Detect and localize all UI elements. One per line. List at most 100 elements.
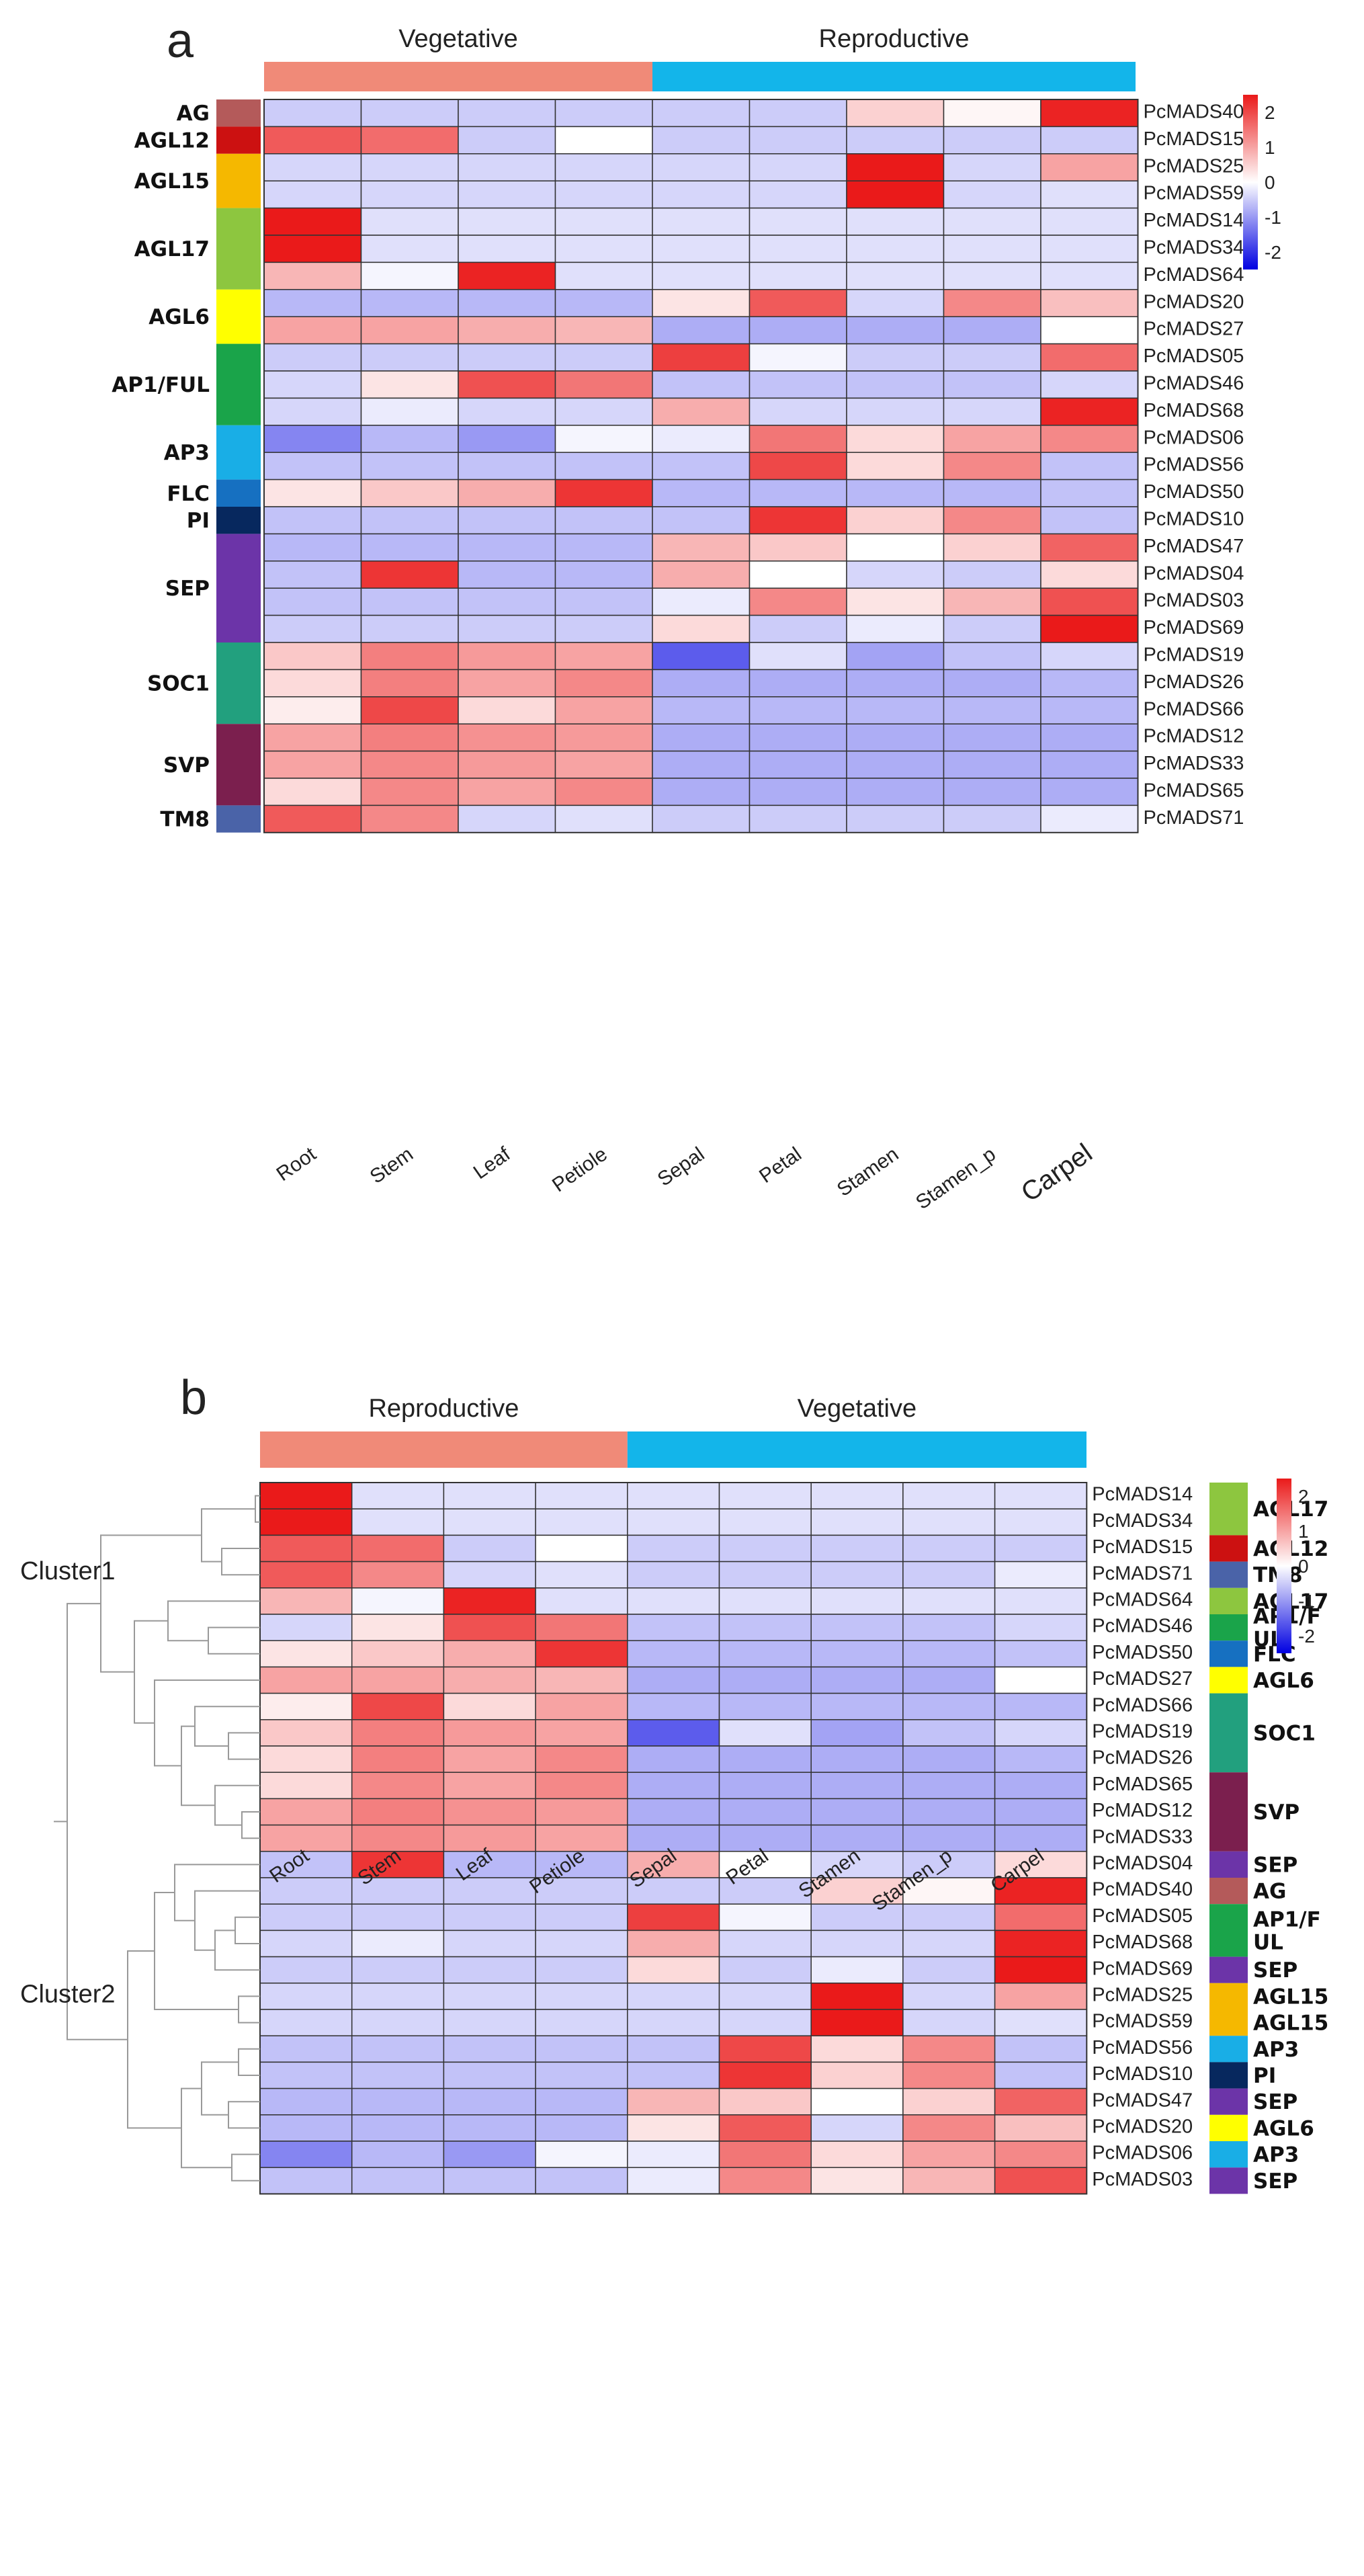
heatmap-cell xyxy=(443,2009,536,2036)
dendrogram-branch xyxy=(241,1811,260,1839)
heatmap-cell xyxy=(994,1903,1088,1931)
column-label: Stem xyxy=(366,1143,417,1188)
dendrogram-branch xyxy=(208,1626,260,1655)
row-label: PcMADS69 xyxy=(1144,617,1244,638)
heatmap-cell xyxy=(718,1772,812,1800)
row-label: PcMADS03 xyxy=(1144,590,1244,612)
row-label: PcMADS27 xyxy=(1144,319,1244,340)
dendrogram-branch xyxy=(194,1890,260,1951)
annotation-label: SVP xyxy=(163,753,210,778)
heatmap-cell xyxy=(718,1666,812,1694)
heatmap-cell xyxy=(846,560,945,589)
heatmap-cell xyxy=(1040,99,1139,128)
heatmap-cell xyxy=(535,1692,628,1720)
annotation-label: AGL6 xyxy=(148,305,210,329)
legend-colorbar xyxy=(1243,95,1258,269)
heatmap-border xyxy=(263,99,1139,833)
heatmap-cell xyxy=(718,1614,812,1641)
heatmap-cell xyxy=(943,750,1041,779)
heatmap-cell xyxy=(259,1983,353,2010)
heatmap-cell xyxy=(351,2009,445,2036)
row-label: PcMADS66 xyxy=(1144,698,1244,720)
heatmap-cell xyxy=(1040,452,1139,481)
heatmap-cell xyxy=(749,533,847,562)
heatmap-cell xyxy=(535,2061,628,2089)
heatmap-cell xyxy=(259,1772,353,1800)
row-label: PcMADS46 xyxy=(1144,372,1244,394)
dendrogram-branch xyxy=(154,1892,239,2010)
heatmap-cell xyxy=(554,669,653,698)
heatmap-cell xyxy=(554,397,653,426)
heatmap-cell xyxy=(443,1614,536,1641)
dendrogram-branch xyxy=(235,1916,260,1944)
heatmap-cell xyxy=(554,343,653,372)
heatmap-cell xyxy=(458,452,556,481)
heatmap-cell xyxy=(627,1719,720,1747)
heatmap-cell xyxy=(554,180,653,209)
heatmap-cell xyxy=(535,1534,628,1563)
heatmap-cell xyxy=(351,1692,445,1720)
heatmap-cell xyxy=(360,235,459,263)
heatmap-cell xyxy=(810,1534,904,1563)
heatmap-cell xyxy=(443,1745,536,1773)
heatmap-cell xyxy=(943,289,1041,317)
heatmap-cell xyxy=(443,2167,536,2195)
heatmap-cell xyxy=(259,2009,353,2036)
heatmap-cell xyxy=(846,126,945,155)
heatmap-cell xyxy=(458,723,556,752)
heatmap-cell xyxy=(351,2167,445,2195)
heatmap-cell xyxy=(652,397,751,426)
row-label: PcMADS06 xyxy=(1144,427,1244,448)
heatmap-cell xyxy=(1040,425,1139,453)
annotation-block xyxy=(1209,2036,1248,2063)
heatmap-cell xyxy=(749,153,847,181)
heatmap-cell xyxy=(718,1903,812,1931)
heatmap-cell xyxy=(458,126,556,155)
dendrogram-branch xyxy=(201,1508,255,1563)
heatmap-cell xyxy=(443,1929,536,1958)
row-label: PcMADS14 xyxy=(1092,1484,1193,1505)
heatmap-cell xyxy=(902,2114,996,2142)
heatmap-cell xyxy=(360,207,459,236)
annotation-block xyxy=(1209,1561,1248,1588)
heatmap-cell xyxy=(994,1666,1088,1694)
dendrogram xyxy=(54,1495,260,2182)
heatmap-cell xyxy=(351,1508,445,1536)
heatmap-cell xyxy=(554,235,653,263)
heatmap-cell xyxy=(749,425,847,453)
row-label: PcMADS26 xyxy=(1092,1747,1193,1769)
heatmap-cell xyxy=(810,1798,904,1826)
heatmap-cell xyxy=(458,235,556,263)
heatmap-cell xyxy=(943,506,1041,535)
heatmap-cell xyxy=(263,425,362,453)
heatmap-cell xyxy=(1040,750,1139,779)
heatmap-cell xyxy=(652,533,751,562)
annotation-label: AP3 xyxy=(1253,2038,1299,2062)
heatmap-cell xyxy=(943,696,1041,724)
dendrogram-branch xyxy=(167,1600,260,1642)
legend-tick: -2 xyxy=(1265,242,1281,263)
heatmap-cell xyxy=(902,2167,996,2195)
heatmap-cell xyxy=(810,1719,904,1747)
heatmap-cell xyxy=(902,1692,996,1720)
row-label: PcMADS04 xyxy=(1144,563,1244,584)
heatmap-cell xyxy=(718,2035,812,2063)
heatmap-cell xyxy=(846,642,945,671)
heatmap-cell xyxy=(718,1983,812,2010)
heatmap-cell xyxy=(749,397,847,426)
annotation-label: AGL15 xyxy=(1253,2011,1328,2036)
annotation-label: SEP xyxy=(1253,1958,1297,1983)
heatmap-cell xyxy=(810,1983,904,2010)
heatmap-cell xyxy=(627,1482,720,1509)
annotation-block xyxy=(1209,1587,1248,1614)
heatmap-cell xyxy=(351,1903,445,1931)
heatmap-cell xyxy=(749,587,847,616)
heatmap-cell xyxy=(535,1614,628,1641)
heatmap-cell xyxy=(1040,153,1139,181)
annotation-block xyxy=(1209,1614,1248,1641)
annotation-label: AGL17 xyxy=(134,237,210,261)
heatmap-cell xyxy=(627,1666,720,1694)
heatmap-cell xyxy=(652,669,751,698)
row-label: PcMADS34 xyxy=(1092,1510,1193,1532)
heatmap-cell xyxy=(443,1508,536,1536)
